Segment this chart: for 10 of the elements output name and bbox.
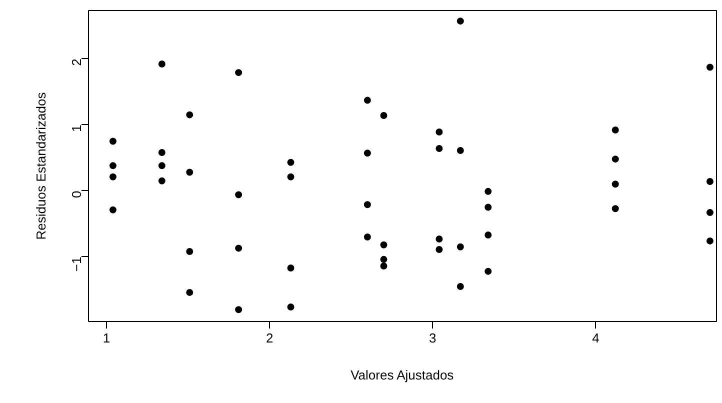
y-tick-label: −1 (69, 256, 84, 272)
y-tick-label: 0 (69, 190, 84, 198)
x-tick-label: 1 (102, 330, 110, 346)
x-tick-label: 2 (266, 330, 274, 346)
x-tick-label: 4 (592, 330, 600, 346)
y-tick-label: 2 (69, 58, 84, 66)
x-tick-label: 3 (429, 330, 436, 346)
y-axis-title: Residuos Estandarizados (34, 92, 48, 240)
y-tick-label: 1 (69, 124, 84, 132)
x-axis-title: Valores Ajustados (350, 368, 454, 382)
